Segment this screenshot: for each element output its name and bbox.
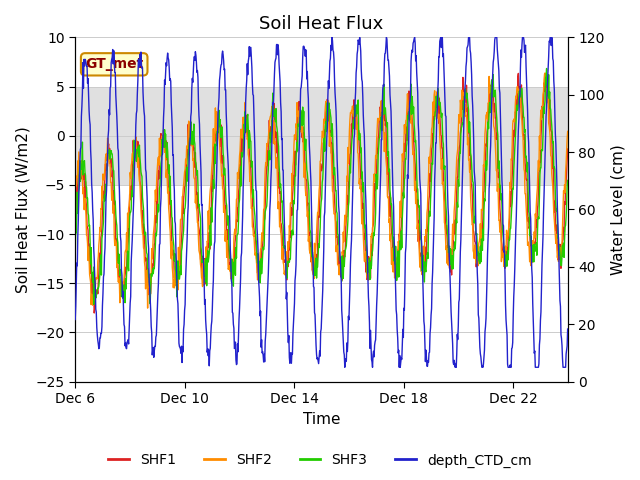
Y-axis label: Soil Heat Flux (W/m2): Soil Heat Flux (W/m2) (15, 126, 30, 293)
Text: GT_met: GT_met (85, 57, 143, 72)
X-axis label: Time: Time (303, 411, 340, 427)
Title: Soil Heat Flux: Soil Heat Flux (259, 15, 383, 33)
Y-axis label: Water Level (cm): Water Level (cm) (610, 144, 625, 275)
Bar (76, 86, 568, 185)
Legend: SHF1, SHF2, SHF3, depth_CTD_cm: SHF1, SHF2, SHF3, depth_CTD_cm (102, 448, 538, 473)
